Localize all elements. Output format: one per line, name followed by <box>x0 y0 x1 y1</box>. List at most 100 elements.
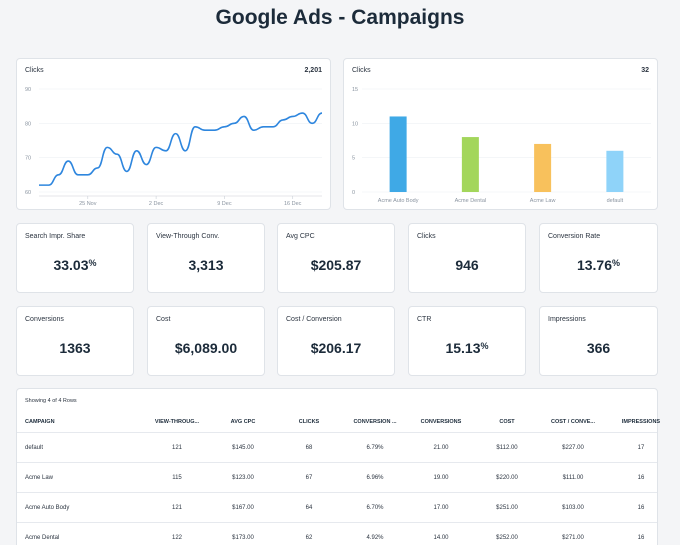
kpi-card-cost: Cost $6,089.00 <box>147 306 265 376</box>
kpi-label: CTR <box>417 316 432 323</box>
line-chart: 60 70 80 90 25 Nov 2 Dec 9 Dec 16 Dec <box>25 87 323 207</box>
x-tick-label: Acme Dental <box>455 198 487 204</box>
kpi-value: 1363 <box>59 340 91 356</box>
kpi-card-avg-cpc: Avg CPC $205.87 <box>277 223 395 293</box>
kpi-card-conversion-rate: Conversion Rate 13.76% <box>539 223 658 293</box>
kpi-card-view-through-conv: View-Through Conv. 3,313 <box>147 223 265 293</box>
kpi-card-clicks: Clicks 946 <box>408 223 526 293</box>
x-tick-label: 16 Dec <box>284 201 302 207</box>
column-header-conversions[interactable]: CONVERSIONS <box>420 418 462 425</box>
y-tick-label: 60 <box>25 190 31 196</box>
bar-chart-card: Clicks 32 0 5 10 15 Acme Auto Body Acme Denta… <box>343 58 658 210</box>
bar-chart-total: 32 <box>641 67 649 74</box>
x-tick-label: 2 Dec <box>149 201 164 207</box>
kpi-label: Impressions <box>548 316 586 323</box>
kpi-value: 3,313 <box>188 257 224 273</box>
y-tick-label: 0 <box>352 190 355 196</box>
table-cell: Acme Auto Body <box>25 504 70 511</box>
kpi-card-cost-per-conversion: Cost / Conversion $206.17 <box>277 306 395 376</box>
table-cell: $111.00 <box>562 474 584 481</box>
y-tick-label: 15 <box>352 87 358 93</box>
table-cell: 121 <box>171 504 182 511</box>
kpi-card-conversions: Conversions 1363 <box>16 306 134 376</box>
clicks-series-line <box>39 112 323 186</box>
table-cell: 6.70% <box>366 504 384 511</box>
table-cell: $252.00 <box>496 534 518 541</box>
table-cell: 21.00 <box>433 444 449 451</box>
x-tick-label: default <box>607 198 624 204</box>
kpi-card-impressions: Impressions 366 <box>539 306 658 376</box>
kpi-label: Conversion Rate <box>548 233 601 240</box>
column-header-campaign[interactable]: CAMPAIGN <box>25 418 55 425</box>
kpi-label: Avg CPC <box>286 233 315 240</box>
table-cell: 16 <box>637 474 645 481</box>
table-cell: $173.00 <box>232 534 254 541</box>
table-row: Acme Law 115 $123.00 67 6.96% 19.00 $220… <box>17 463 657 493</box>
column-header-avg-cpc[interactable]: AVG CPC <box>230 418 256 425</box>
kpi-value: $205.87 <box>310 257 362 273</box>
kpi-value: 15.13% <box>445 340 489 356</box>
kpi-value: 13.76% <box>576 257 621 273</box>
kpi-label: View-Through Conv. <box>156 233 220 240</box>
line-chart-total: 2,201 <box>304 67 322 74</box>
column-header-cost-per-conversion[interactable]: COST / CONVE... <box>550 418 595 425</box>
column-header-clicks[interactable]: CLICKS <box>298 418 320 425</box>
x-tick-label: Acme Law <box>530 198 556 204</box>
kpi-value: 946 <box>455 257 479 273</box>
y-tick-label: 5 <box>352 156 355 162</box>
column-header-impressions[interactable]: IMPRESSIONS <box>621 418 661 425</box>
y-tick-label: 70 <box>25 156 31 162</box>
table-header-row: CAMPAIGN VIEW-THROUG... AVG CPC CLICKS C… <box>17 411 660 433</box>
line-chart-title: Clicks <box>25 67 44 74</box>
table-cell: 6.79% <box>366 444 384 451</box>
table-cell: Acme Dental <box>25 534 60 541</box>
table-cell: $271.00 <box>562 534 584 541</box>
column-header-view-through[interactable]: VIEW-THROUG... <box>154 418 200 425</box>
table-cell: 4.92% <box>366 534 384 541</box>
table-cell: $103.00 <box>562 504 584 511</box>
table-cell: 17.00 <box>433 504 449 511</box>
bar <box>534 143 552 192</box>
kpi-value: $6,089.00 <box>174 340 238 356</box>
page-title: Google Ads - Campaigns <box>215 6 465 29</box>
table-cell: $123.00 <box>232 474 254 481</box>
table-cell: Acme Law <box>25 474 54 481</box>
kpi-label: Conversions <box>25 316 64 323</box>
bar <box>606 150 624 192</box>
table-cell: $112.00 <box>496 444 518 451</box>
kpi-label: Search Impr. Share <box>25 233 86 240</box>
table-cell: 115 <box>172 474 182 481</box>
table-cell: $251.00 <box>496 504 518 511</box>
y-tick-label: 80 <box>25 121 31 127</box>
table-cell: 68 <box>305 444 313 451</box>
kpi-card-ctr: CTR 15.13% <box>408 306 526 376</box>
table-cell: 14.00 <box>433 534 449 541</box>
table-cell: $220.00 <box>496 474 518 481</box>
table-cell: 62 <box>305 534 313 541</box>
bar <box>389 116 407 192</box>
kpi-label: Cost / Conversion <box>286 316 342 323</box>
table-cell: 19.00 <box>433 474 449 481</box>
y-tick-label: 10 <box>352 121 358 127</box>
bar <box>461 137 479 192</box>
campaign-table: CAMPAIGN VIEW-THROUG... AVG CPC CLICKS C… <box>17 411 660 545</box>
x-tick-label: 9 Dec <box>217 201 232 207</box>
x-tick-label: 25 Nov <box>79 201 97 207</box>
kpi-value: $206.17 <box>310 340 362 356</box>
table-cell: $167.00 <box>232 504 254 511</box>
column-header-conversion-rate[interactable]: CONVERSION ... <box>353 418 397 425</box>
bar-chart: 0 5 10 15 Acme Auto Body Acme Dental Acme Law d… <box>352 87 651 204</box>
table-cell: 16 <box>637 504 645 511</box>
kpi-value: 33.03% <box>53 257 97 273</box>
y-tick-label: 90 <box>25 87 31 93</box>
table-cell: 122 <box>171 534 182 541</box>
table-cell: 121 <box>171 444 182 451</box>
kpi-label: Clicks <box>417 233 436 240</box>
line-chart-card: Clicks 2,201 60 70 80 90 25 Nov 2 Dec 9 Dec 16 … <box>16 58 331 210</box>
table-cell: $145.00 <box>232 444 254 451</box>
table-row-count: Showing 4 of 4 Rows <box>25 398 77 404</box>
column-header-cost[interactable]: COST <box>499 418 515 425</box>
table-cell: 6.96% <box>366 474 384 481</box>
table-cell: 17 <box>637 444 645 451</box>
table-cell: 64 <box>305 504 313 511</box>
